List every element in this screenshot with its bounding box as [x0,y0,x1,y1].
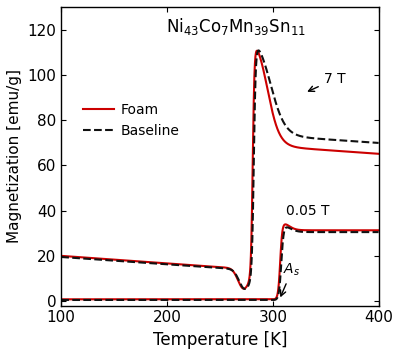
Baseline [114,258,119,263]
Foam [180,262,185,267]
Foam [95,256,100,261]
Line: Foam: Foam [61,51,379,289]
Baseline [376,141,381,145]
Foam [370,151,375,156]
Legend: Foam, Baseline: Foam, Baseline [78,98,185,143]
Text: $A_s$: $A_s$ [280,262,300,296]
Baseline [370,140,375,145]
Text: 7 T: 7 T [308,72,345,91]
Line: Baseline: Baseline [61,51,379,289]
Foam [255,48,260,53]
Baseline [336,138,341,142]
Foam [241,287,246,291]
Text: Ni$_{43}$Co$_{7}$Mn$_{39}$Sn$_{11}$: Ni$_{43}$Co$_{7}$Mn$_{39}$Sn$_{11}$ [166,16,306,37]
Foam [376,152,381,156]
Foam [59,254,64,258]
Baseline [95,257,100,262]
Text: 0.05 T: 0.05 T [286,204,329,218]
Baseline [180,263,185,267]
Baseline [256,48,261,53]
Baseline [59,255,64,259]
Baseline [242,287,247,291]
Foam [194,263,199,268]
X-axis label: Temperature [K]: Temperature [K] [153,331,287,349]
Foam [336,149,341,153]
Foam [114,258,119,262]
Baseline [194,264,199,268]
Y-axis label: Magnetization [emu/g]: Magnetization [emu/g] [7,69,22,243]
